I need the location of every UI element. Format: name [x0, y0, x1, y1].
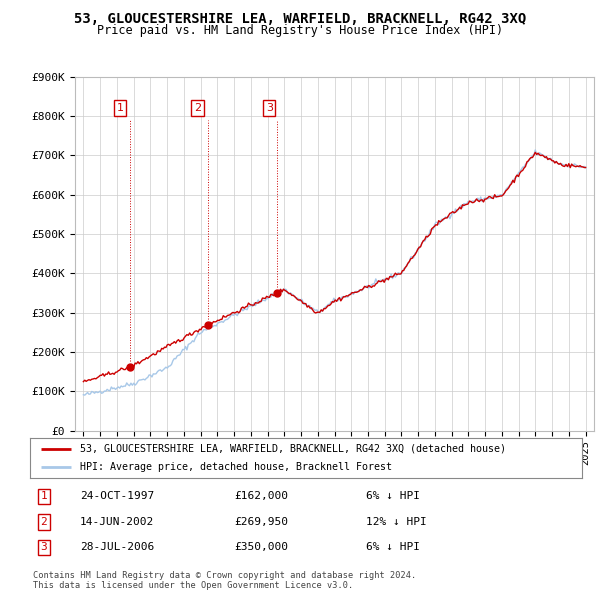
Text: £162,000: £162,000 [234, 491, 288, 502]
Text: Contains HM Land Registry data © Crown copyright and database right 2024.
This d: Contains HM Land Registry data © Crown c… [33, 571, 416, 590]
Text: 6% ↓ HPI: 6% ↓ HPI [339, 491, 420, 502]
Text: HPI: Average price, detached house, Bracknell Forest: HPI: Average price, detached house, Brac… [80, 462, 392, 472]
Text: 12% ↓ HPI: 12% ↓ HPI [339, 517, 427, 527]
Text: 1: 1 [117, 103, 124, 113]
Text: £269,950: £269,950 [234, 517, 288, 527]
Text: 1: 1 [40, 491, 47, 502]
Text: 24-OCT-1997: 24-OCT-1997 [80, 491, 154, 502]
Text: 3: 3 [266, 103, 273, 113]
Text: 53, GLOUCESTERSHIRE LEA, WARFIELD, BRACKNELL, RG42 3XQ (detached house): 53, GLOUCESTERSHIRE LEA, WARFIELD, BRACK… [80, 444, 506, 454]
Text: Price paid vs. HM Land Registry's House Price Index (HPI): Price paid vs. HM Land Registry's House … [97, 24, 503, 37]
Text: 2: 2 [194, 103, 201, 113]
Text: 2: 2 [40, 517, 47, 527]
Text: 53, GLOUCESTERSHIRE LEA, WARFIELD, BRACKNELL, RG42 3XQ: 53, GLOUCESTERSHIRE LEA, WARFIELD, BRACK… [74, 12, 526, 26]
Text: 6% ↓ HPI: 6% ↓ HPI [339, 542, 420, 552]
Text: 3: 3 [40, 542, 47, 552]
Text: 28-JUL-2006: 28-JUL-2006 [80, 542, 154, 552]
Text: £350,000: £350,000 [234, 542, 288, 552]
Text: 14-JUN-2002: 14-JUN-2002 [80, 517, 154, 527]
